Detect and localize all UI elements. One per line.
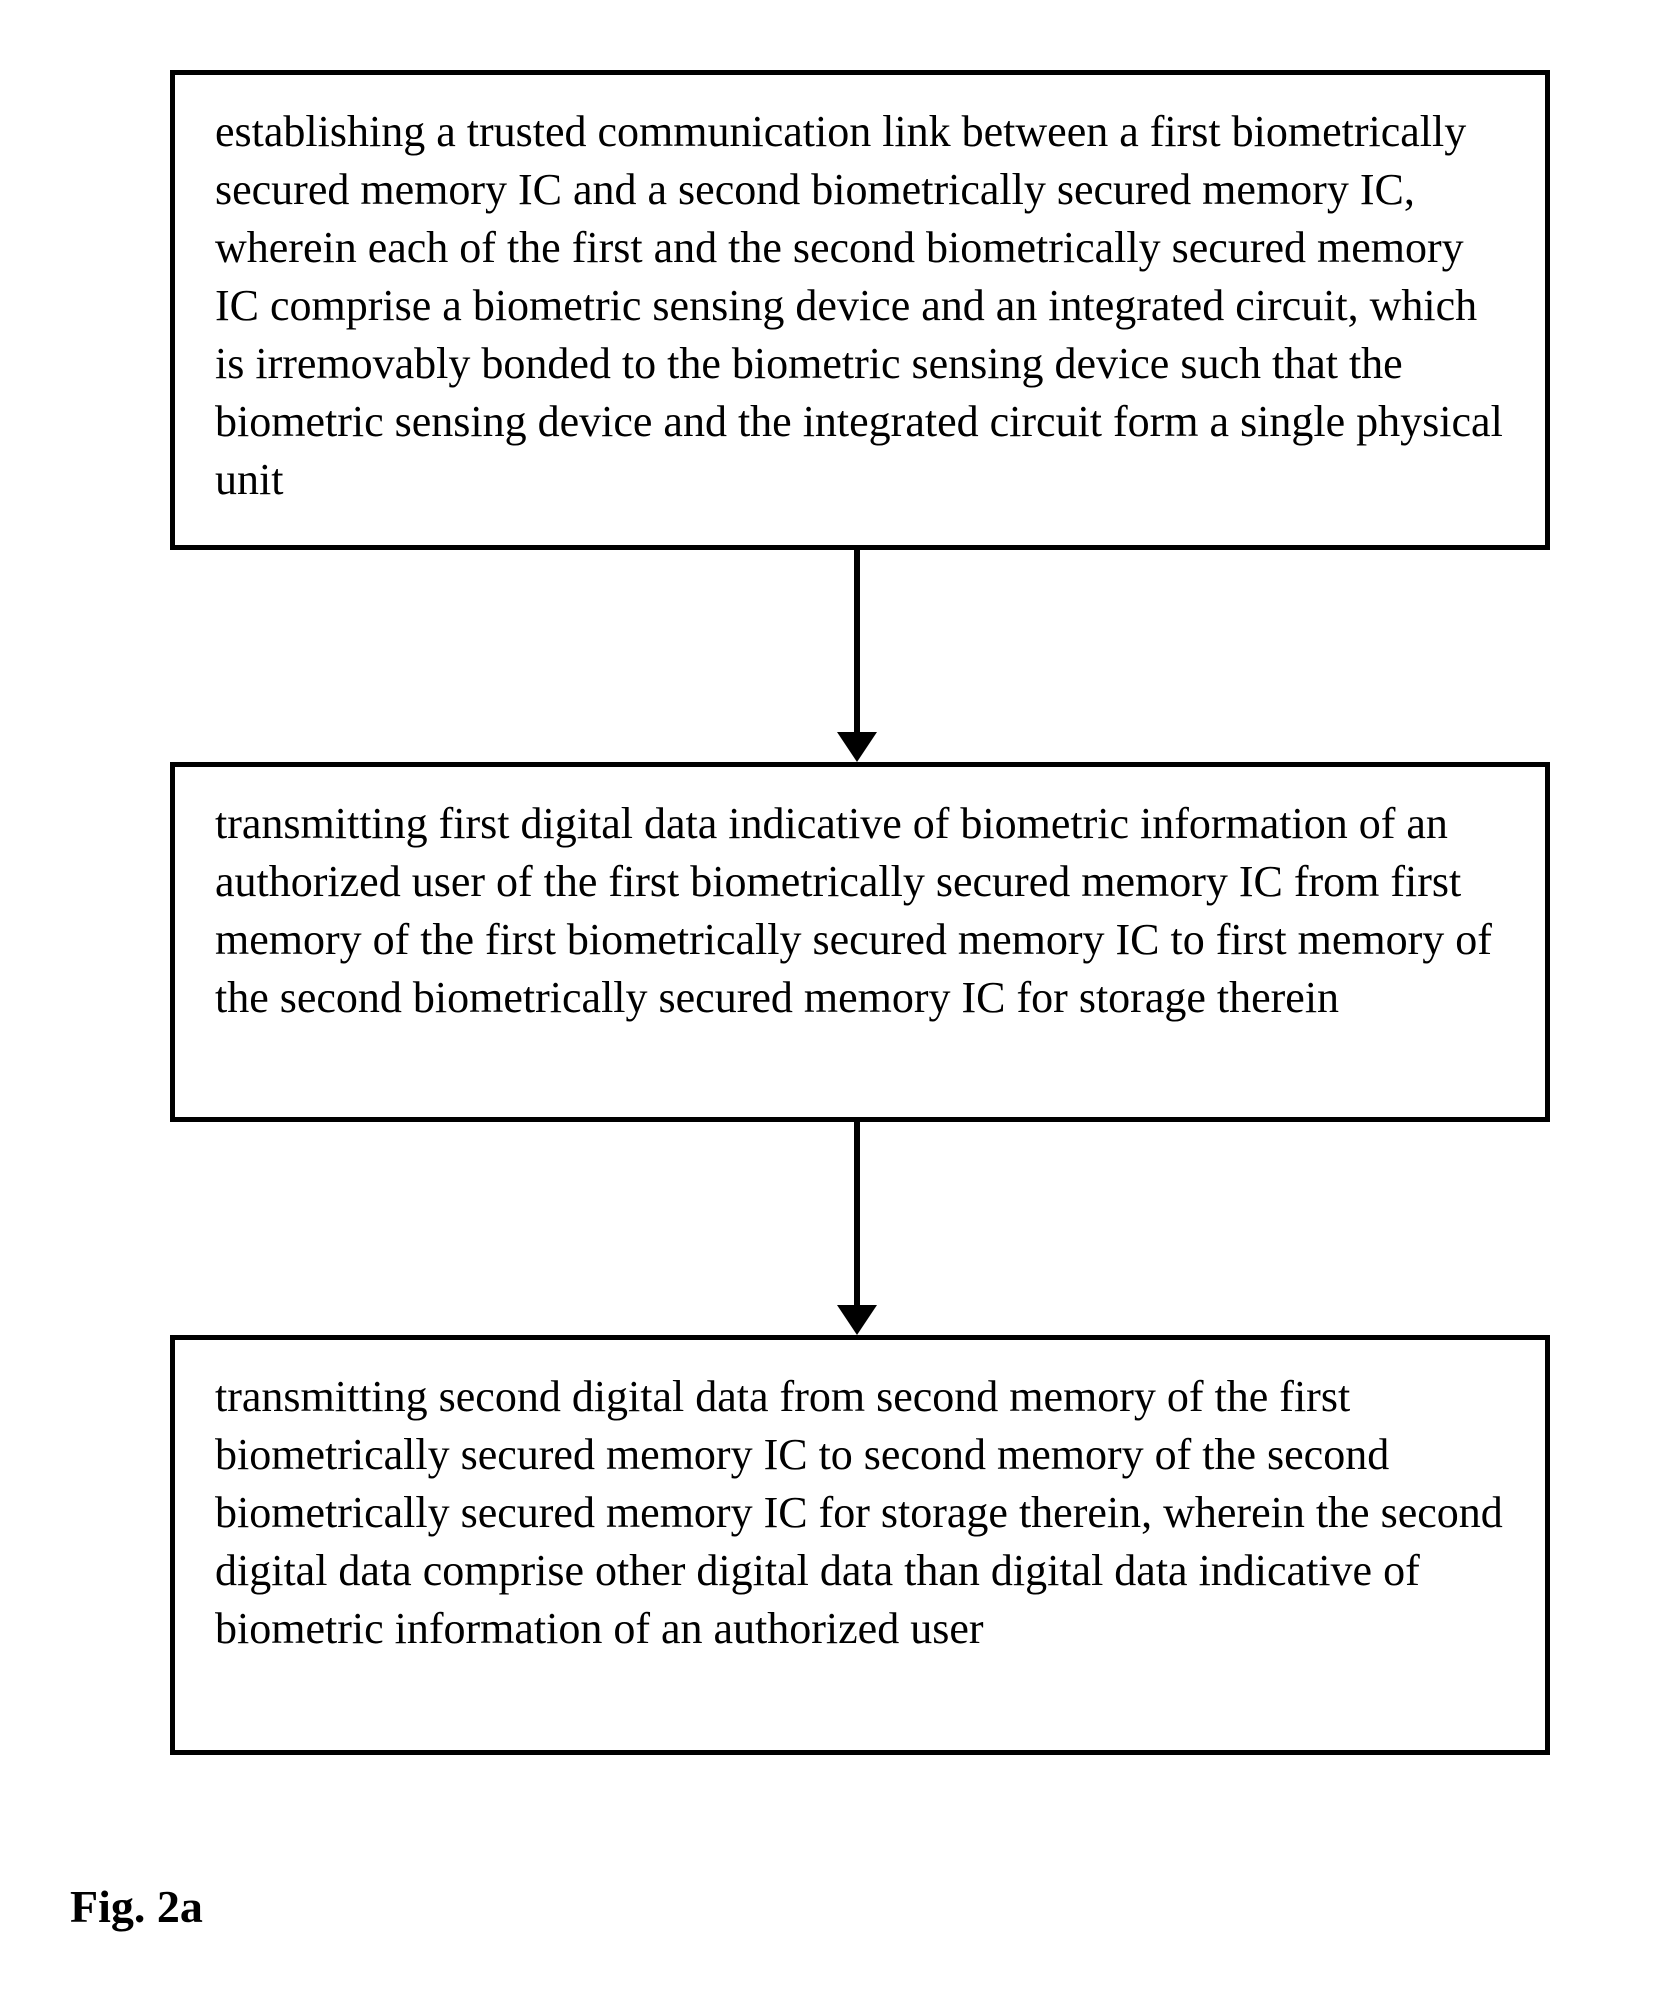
flow-step-2: transmitting first digital data indicati… <box>170 762 1550 1122</box>
arrow-1-head <box>837 732 877 762</box>
flow-step-1: establishing a trusted communication lin… <box>170 70 1550 550</box>
flowchart-canvas: establishing a trusted communication lin… <box>0 0 1653 1995</box>
flow-step-1-text: establishing a trusted communication lin… <box>215 103 1509 510</box>
flow-step-3: transmitting second digital data from se… <box>170 1335 1550 1755</box>
flow-step-3-text: transmitting second digital data from se… <box>215 1368 1509 1658</box>
arrow-1-shaft <box>854 550 860 732</box>
figure-label: Fig. 2a <box>70 1880 203 1933</box>
arrow-2-head <box>837 1305 877 1335</box>
flow-step-2-text: transmitting first digital data indicati… <box>215 795 1509 1027</box>
arrow-2-shaft <box>854 1122 860 1305</box>
